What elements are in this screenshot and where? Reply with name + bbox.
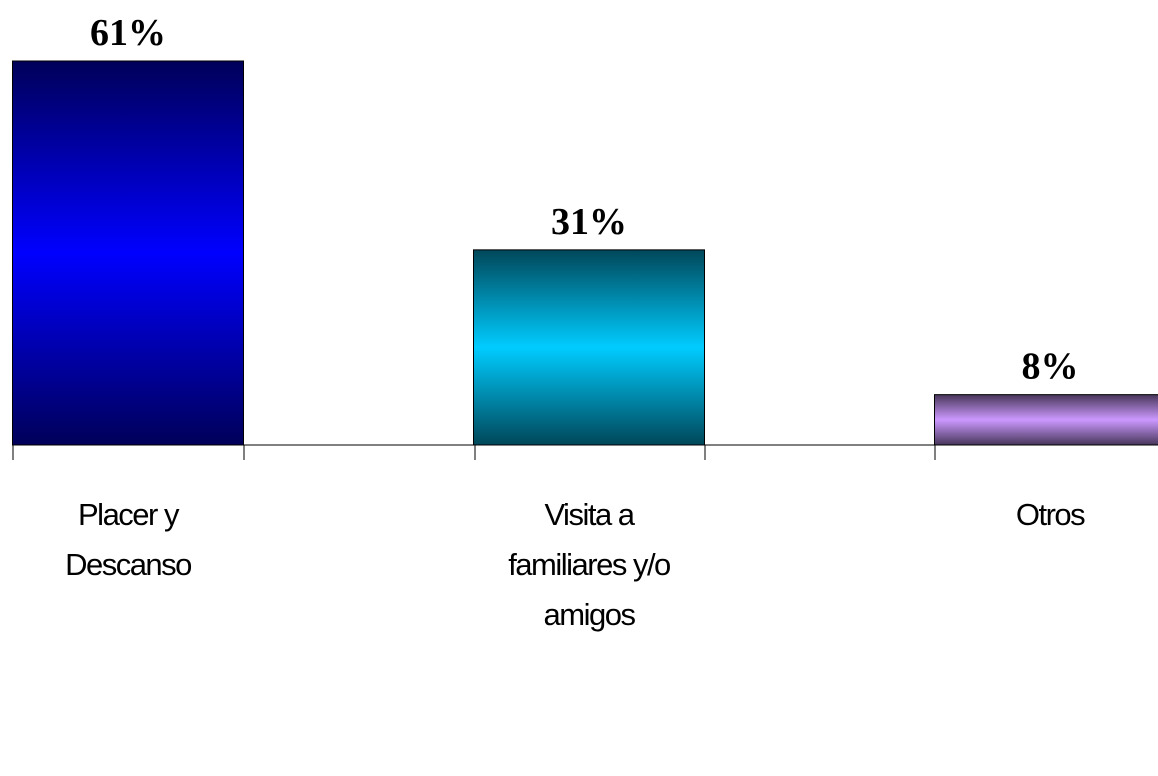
x-tick-label: Visita a familiares y/o amigos	[508, 497, 671, 632]
bar	[473, 249, 705, 446]
bar	[12, 60, 244, 446]
value-label: 31%	[551, 201, 627, 243]
value-label: 8%	[1022, 346, 1079, 388]
x-tick-label: Placer y Descanso	[65, 497, 192, 582]
value-label: 61%	[90, 12, 166, 54]
bar	[934, 394, 1158, 446]
x-tick-label: Otros	[1015, 497, 1086, 532]
